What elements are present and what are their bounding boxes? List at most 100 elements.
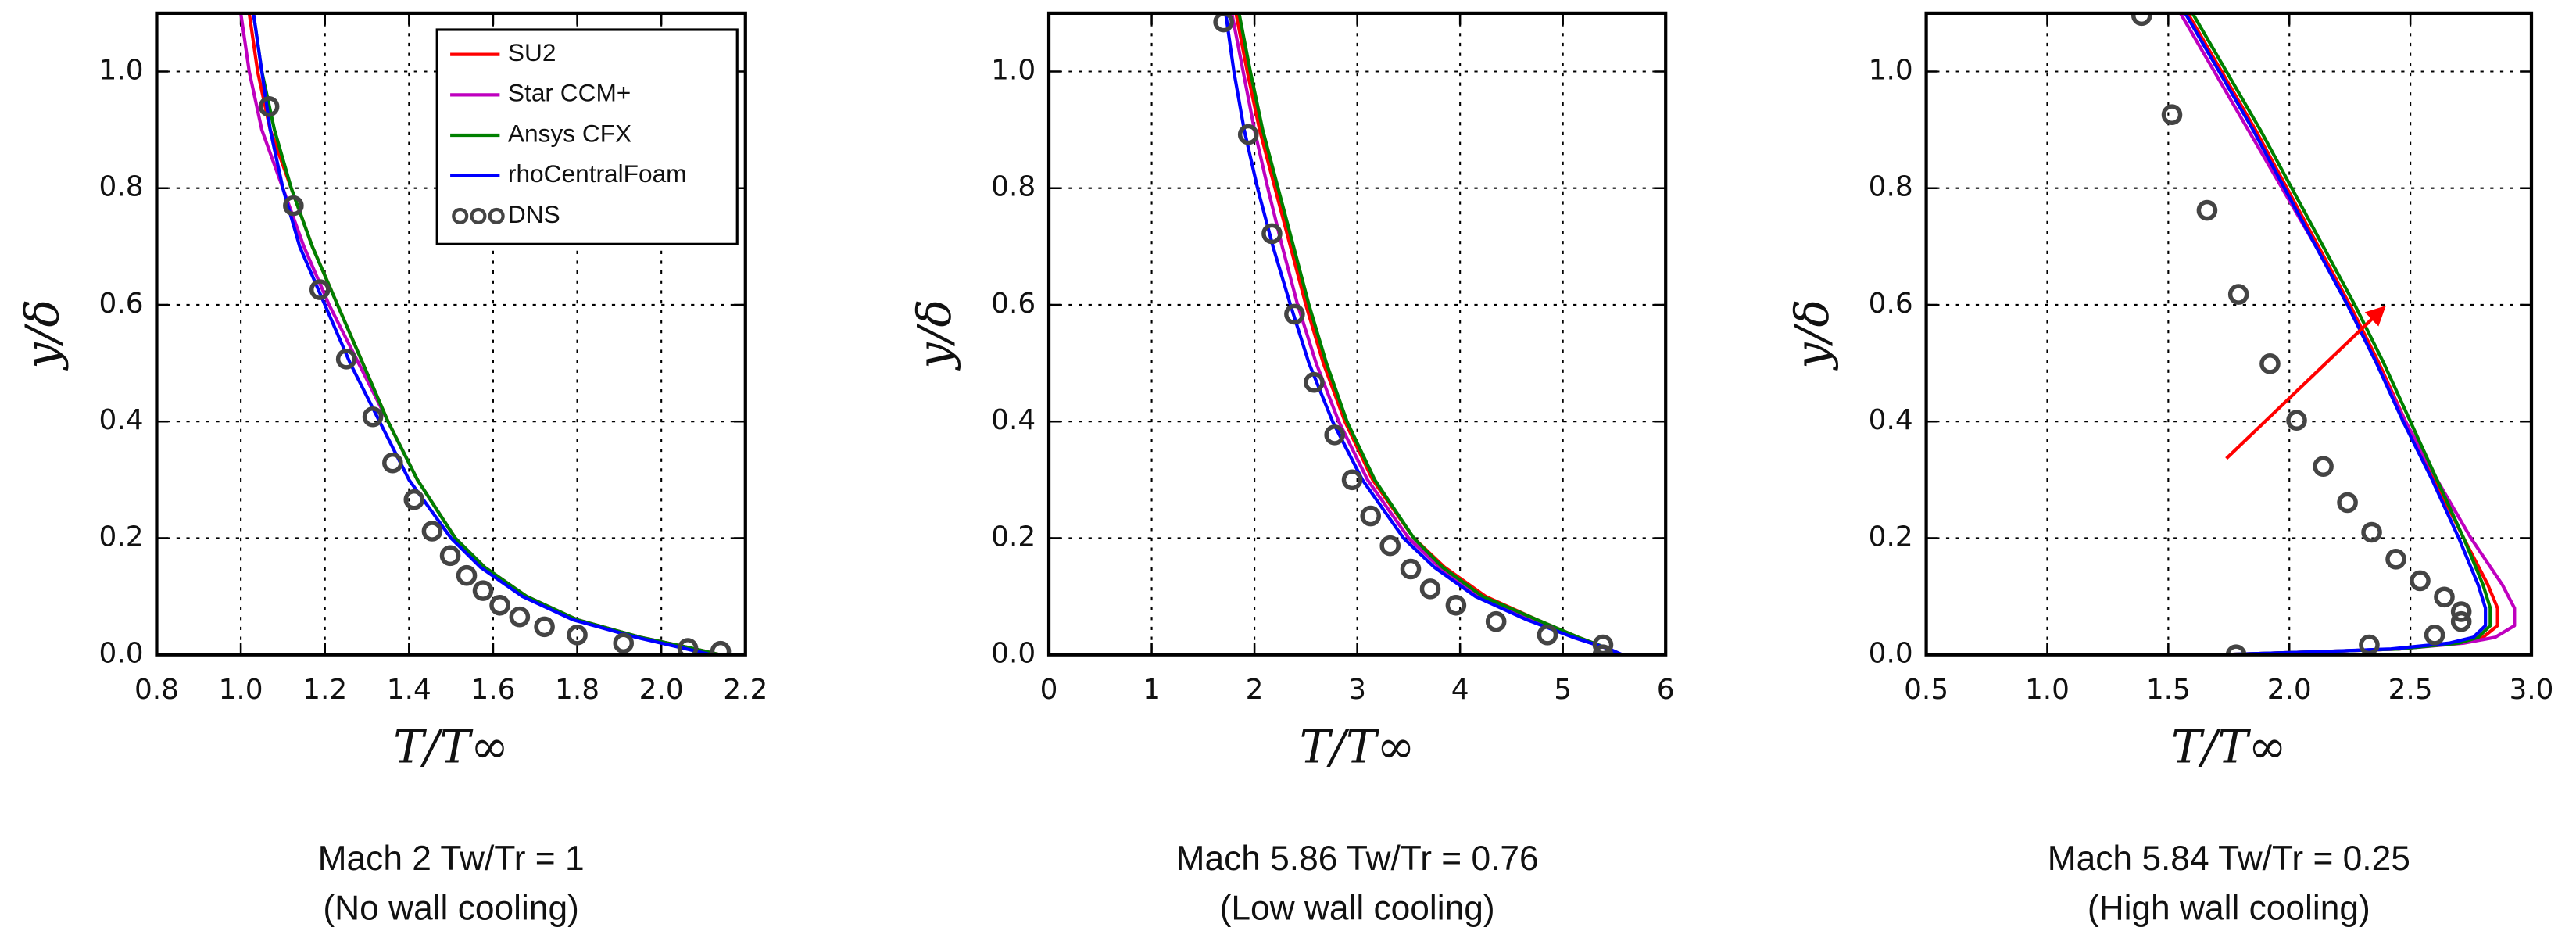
y-tick-label: 0.4 — [1869, 404, 1913, 436]
data-point — [2131, 13, 2152, 27]
data-point — [2196, 199, 2218, 221]
legend-label: DNS — [508, 200, 560, 228]
y-axis-label: y/δ — [1785, 299, 1839, 371]
y-tick-label: 0.8 — [991, 171, 1036, 203]
y-tick-label: 0.2 — [99, 521, 144, 553]
data-point — [362, 406, 384, 428]
y-tick-label: 0.2 — [1869, 521, 1913, 553]
data-point — [2361, 521, 2382, 543]
data-point — [2359, 634, 2380, 655]
data-point — [1485, 610, 1507, 632]
y-tick-label: 0.0 — [991, 638, 1036, 670]
data-point — [1304, 371, 1325, 393]
x-axis-label: T/T∞ — [393, 720, 509, 774]
data-point — [2259, 353, 2281, 374]
x-tick-label: 1.4 — [387, 674, 431, 706]
caption: (Low wall cooling) — [1220, 889, 1495, 927]
data-point — [1237, 124, 1259, 145]
x-tick-label: 5 — [1554, 674, 1572, 706]
x-axis-label: T/T∞ — [2171, 720, 2287, 774]
series-line — [2186, 13, 2499, 655]
y-tick-label: 0.0 — [99, 638, 144, 670]
caption: (High wall cooling) — [2088, 889, 2370, 927]
plot-area — [1213, 13, 1623, 655]
series-line — [1237, 13, 1621, 655]
data-point — [677, 638, 699, 655]
x-tick-label: 2 — [1246, 674, 1264, 706]
x-tick-label: 1.6 — [470, 674, 515, 706]
data-point — [1284, 303, 1305, 325]
y-tick-label: 0.4 — [99, 404, 144, 436]
series-line — [252, 13, 713, 655]
x-tick-label: 3.0 — [2509, 674, 2553, 706]
caption: Mach 2 Tw/Tr = 1 — [318, 840, 585, 878]
data-point — [456, 564, 478, 586]
data-point — [2161, 104, 2183, 126]
y-tick-label: 0.6 — [99, 288, 144, 320]
data-point — [309, 279, 331, 300]
x-tick-label: 1.8 — [555, 674, 599, 706]
y-tick-label: 1.0 — [991, 55, 1036, 87]
x-tick-label: 2.5 — [2388, 674, 2433, 706]
data-point — [2450, 610, 2472, 632]
data-point — [2434, 586, 2455, 608]
data-point — [1592, 644, 1614, 655]
data-point — [613, 632, 635, 654]
data-point — [2225, 644, 2247, 655]
data-point — [335, 349, 357, 370]
legend-swatch — [488, 207, 505, 224]
plot-frame — [1046, 11, 1668, 657]
legend-label: rhoCentralFoam — [508, 159, 687, 188]
data-point — [2313, 456, 2334, 477]
data-point — [1360, 505, 1382, 527]
x-tick-label: 2.0 — [2267, 674, 2312, 706]
plot-area — [2131, 13, 2517, 655]
y-axis-label: y/δ — [907, 299, 961, 371]
data-point — [2385, 549, 2406, 570]
caption: Mach 5.84 Tw/Tr = 0.25 — [2048, 840, 2410, 878]
y-axis-label: y/δ — [16, 299, 70, 371]
y-tick-label: 1.0 — [1869, 55, 1913, 87]
data-point — [1379, 535, 1401, 557]
caption: Mach 5.86 Tw/Tr = 0.76 — [1176, 840, 1539, 878]
data-point — [1400, 558, 1422, 580]
data-point — [2227, 284, 2249, 305]
series-line — [2184, 13, 2488, 655]
plot-frame — [155, 11, 747, 657]
y-tick-label: 0.8 — [99, 171, 144, 203]
legend-label: Star CCM+ — [508, 79, 631, 107]
data-point — [403, 489, 425, 510]
data-point — [1419, 578, 1441, 600]
x-tick-label: 0.8 — [134, 674, 179, 706]
x-tick-label: 0 — [1040, 674, 1058, 706]
data-point — [1341, 469, 1363, 491]
data-point — [1324, 424, 1345, 446]
data-point — [567, 625, 588, 646]
data-point — [421, 521, 443, 542]
plot-area — [239, 13, 732, 655]
data-point — [1213, 13, 1234, 33]
data-point — [258, 95, 280, 117]
series-line — [2179, 13, 2517, 655]
legend-swatch — [452, 207, 469, 224]
legend-label: SU2 — [508, 38, 556, 66]
x-tick-label: 4 — [1451, 674, 1469, 706]
legend-swatch — [470, 207, 487, 224]
y-tick-label: 0.6 — [1869, 288, 1913, 320]
y-tick-label: 0.8 — [1869, 171, 1913, 203]
x-tick-label: 1.0 — [2025, 674, 2070, 706]
data-point — [2450, 601, 2472, 622]
data-point — [509, 606, 531, 628]
data-point — [489, 594, 510, 616]
y-tick-label: 0.4 — [991, 404, 1036, 436]
plot-frame — [1924, 11, 2534, 657]
x-tick-label: 1.2 — [302, 674, 347, 706]
data-point — [439, 545, 461, 567]
x-tick-label: 3 — [1348, 674, 1366, 706]
x-tick-label: 1.0 — [219, 674, 263, 706]
data-point — [2286, 410, 2307, 431]
data-point — [710, 640, 732, 655]
data-point — [283, 195, 304, 217]
data-point — [534, 616, 555, 638]
